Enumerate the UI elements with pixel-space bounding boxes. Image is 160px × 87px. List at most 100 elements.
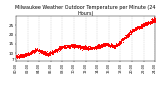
Point <box>35 49 37 51</box>
Point <box>69 43 72 44</box>
Point <box>108 44 111 45</box>
Point <box>120 41 122 43</box>
Point <box>143 24 146 25</box>
Point <box>48 52 51 54</box>
Point <box>107 44 109 46</box>
Point <box>65 44 68 46</box>
Point <box>19 53 22 54</box>
Point <box>47 55 49 56</box>
Point <box>48 54 51 55</box>
Point <box>44 51 47 53</box>
Point <box>90 46 93 48</box>
Point <box>33 49 35 51</box>
Point <box>29 53 32 55</box>
Point <box>154 20 156 21</box>
Point <box>65 46 68 48</box>
Point <box>39 51 42 52</box>
Point <box>68 46 71 48</box>
Point <box>19 55 21 56</box>
Point <box>72 44 75 46</box>
Point <box>25 54 27 55</box>
Point <box>21 56 24 57</box>
Point <box>26 54 29 55</box>
Point <box>18 54 21 55</box>
Point <box>150 20 153 21</box>
Point <box>100 46 103 47</box>
Point <box>77 45 80 47</box>
Point <box>149 20 152 22</box>
Point <box>120 41 122 43</box>
Point <box>132 29 134 31</box>
Point <box>132 29 134 31</box>
Point <box>106 43 108 44</box>
Point <box>148 22 151 23</box>
Point <box>24 52 27 54</box>
Point <box>133 30 136 31</box>
Point <box>127 34 129 36</box>
Point <box>43 51 46 52</box>
Point <box>111 44 113 45</box>
Point <box>31 50 33 51</box>
Point <box>31 51 34 52</box>
Point <box>60 46 62 48</box>
Point <box>17 54 19 55</box>
Point <box>74 46 76 47</box>
Point <box>94 47 96 49</box>
Point <box>133 28 136 30</box>
Point <box>87 48 89 49</box>
Point <box>109 44 112 46</box>
Point <box>49 52 52 54</box>
Point <box>121 39 123 41</box>
Point <box>133 29 136 30</box>
Point <box>82 46 85 48</box>
Point <box>140 26 142 27</box>
Point <box>140 24 143 25</box>
Point <box>64 45 66 47</box>
Point <box>145 23 148 24</box>
Point <box>94 47 97 48</box>
Point <box>51 52 54 54</box>
Point <box>21 53 24 55</box>
Point <box>124 36 127 38</box>
Point <box>98 45 101 46</box>
Point <box>124 36 126 38</box>
Point <box>53 49 56 51</box>
Point <box>34 51 37 52</box>
Point <box>80 46 82 47</box>
Point <box>81 46 84 47</box>
Point <box>90 47 92 49</box>
Point <box>107 44 110 45</box>
Point <box>33 50 36 52</box>
Point <box>68 45 71 46</box>
Point <box>64 47 67 49</box>
Point <box>59 45 61 47</box>
Point <box>28 53 31 54</box>
Point <box>84 46 86 47</box>
Point <box>77 47 80 48</box>
Point <box>148 22 151 23</box>
Point <box>129 30 131 31</box>
Point <box>53 51 55 53</box>
Point <box>89 47 91 48</box>
Point <box>71 43 74 45</box>
Point <box>54 49 56 51</box>
Point <box>111 46 113 47</box>
Point <box>26 54 29 55</box>
Point <box>93 47 96 48</box>
Point <box>17 57 20 58</box>
Point <box>78 44 81 45</box>
Point <box>32 51 34 52</box>
Point <box>96 44 99 45</box>
Point <box>70 45 72 46</box>
Point <box>121 39 123 41</box>
Point <box>129 30 132 32</box>
Point <box>68 46 71 48</box>
Point <box>90 47 92 49</box>
Point <box>124 35 127 37</box>
Point <box>64 46 67 47</box>
Point <box>26 52 29 53</box>
Point <box>85 47 87 48</box>
Point <box>84 47 86 49</box>
Point <box>101 45 104 47</box>
Point <box>120 40 123 41</box>
